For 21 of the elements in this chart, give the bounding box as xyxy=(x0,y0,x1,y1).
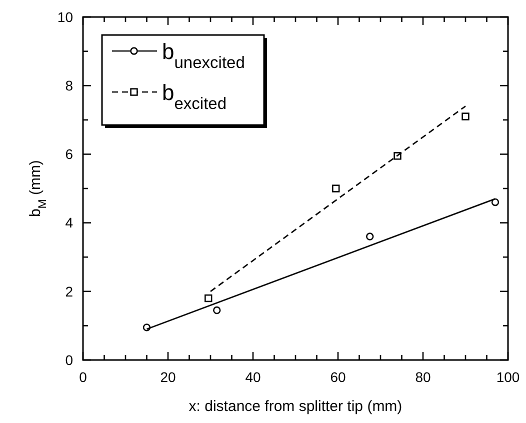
y-tick-label: 0 xyxy=(65,352,74,368)
x-tick-label: 20 xyxy=(160,369,176,385)
x-tick-label: 40 xyxy=(245,369,261,385)
legend-label: b$_{unexcited}$ xyxy=(162,39,245,72)
legend-label: b$_{excited}$ xyxy=(162,80,227,114)
y-tick-label: 10 xyxy=(57,8,74,25)
point xyxy=(204,294,212,302)
point xyxy=(462,112,470,120)
point xyxy=(491,198,500,206)
point xyxy=(332,184,340,192)
point xyxy=(213,306,221,314)
x-tick-label: 100 xyxy=(496,369,520,385)
x-axis-title: x: distance from splitter tip (mm) xyxy=(188,398,402,415)
y-tick-label: 2 xyxy=(65,283,74,300)
x-tick-label: 60 xyxy=(330,369,346,385)
x-tick-label: 80 xyxy=(415,369,431,385)
point xyxy=(366,232,374,240)
y-tick-label: 4 xyxy=(65,214,74,231)
y-tick-label: 6 xyxy=(65,146,74,162)
y-tick-label: 8 xyxy=(65,78,74,94)
x-tick-label: 0 xyxy=(79,369,88,385)
